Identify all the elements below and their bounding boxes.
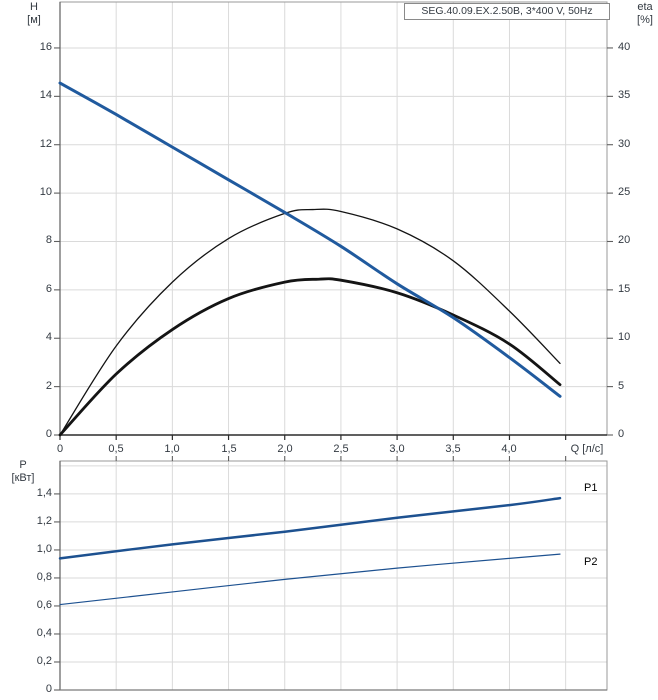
h-axis-tick-16: 16	[39, 41, 52, 53]
q-axis-tick-2,5: 2,5	[333, 443, 349, 455]
q-axis-tick-1,0: 1,0	[164, 443, 180, 455]
h-axis-tick-4: 4	[45, 331, 52, 343]
h-axis-tick-10: 10	[39, 186, 52, 198]
eta1-efficiency-curve	[59, 208, 561, 436]
h-axis-tick-14: 14	[39, 89, 52, 101]
eta-axis-title: eta [%]	[631, 1, 658, 27]
p-axis-tick-0: 0	[45, 683, 52, 695]
p2-power-curve	[59, 553, 561, 606]
eta-axis-tick-35: 35	[618, 89, 631, 101]
q-axis-tick-3,0: 3,0	[389, 443, 405, 455]
pump-head-curve	[58, 81, 562, 398]
p-axis-title: P [кВт]	[6, 459, 40, 485]
h-axis-title-line1: H	[30, 1, 38, 13]
q-axis-tick-2,0: 2,0	[277, 443, 293, 455]
q-axis-tick-0: 0	[56, 443, 64, 455]
h-axis-tick-2: 2	[45, 380, 52, 392]
q-axis-title: Q [л/с]	[570, 443, 604, 455]
h-axis-tick-6: 6	[45, 283, 52, 295]
eta-axis-tick-25: 25	[618, 186, 631, 198]
h-axis-tick-0: 0	[45, 428, 52, 440]
p-axis-tick-1,0: 1,0	[36, 543, 52, 555]
p-axis-tick-1,4: 1,4	[36, 487, 52, 499]
q-axis-tick-4,0: 4,0	[501, 443, 517, 455]
p-axis-tick-1,2: 1,2	[36, 515, 52, 527]
p-axis-title-line2: [кВт]	[11, 472, 35, 484]
p-axis-tick-0,4: 0,4	[36, 627, 52, 639]
eta-axis-tick-10: 10	[618, 331, 631, 343]
eta-axis-title-line1: eta	[637, 1, 653, 13]
pump-model-title-box: SEG.40.09.EX.2.50B, 3*400 V, 50Hz	[404, 3, 610, 20]
eta-axis-tick-30: 30	[618, 138, 631, 150]
h-axis-title: H [м]	[21, 1, 47, 27]
eta-axis-tick-5: 5	[618, 380, 625, 392]
p-axis-tick-0,8: 0,8	[36, 571, 52, 583]
h-axis-tick-12: 12	[39, 138, 52, 150]
p-axis-title-line1: P	[19, 459, 27, 471]
p1-series-label: P1	[584, 482, 598, 494]
eta-axis-tick-20: 20	[618, 234, 631, 246]
q-axis-tick-1,5: 1,5	[221, 443, 237, 455]
q-axis-tick-3,5: 3,5	[445, 443, 461, 455]
p-axis-tick-0,6: 0,6	[36, 599, 52, 611]
eta-axis-tick-40: 40	[618, 41, 631, 53]
p-axis-tick-0,2: 0,2	[36, 655, 52, 667]
eta2-efficiency-curve	[58, 277, 562, 437]
h-axis-title-line2: [м]	[27, 14, 41, 26]
q-axis-tick-0,5: 0,5	[108, 443, 124, 455]
p1-power-curve	[58, 496, 562, 560]
eta-axis-tick-0: 0	[618, 428, 625, 440]
eta-axis-title-line2: [%]	[637, 14, 653, 26]
p2-series-label: P2	[584, 556, 598, 568]
h-axis-tick-8: 8	[45, 234, 52, 246]
eta-axis-tick-15: 15	[618, 283, 631, 295]
